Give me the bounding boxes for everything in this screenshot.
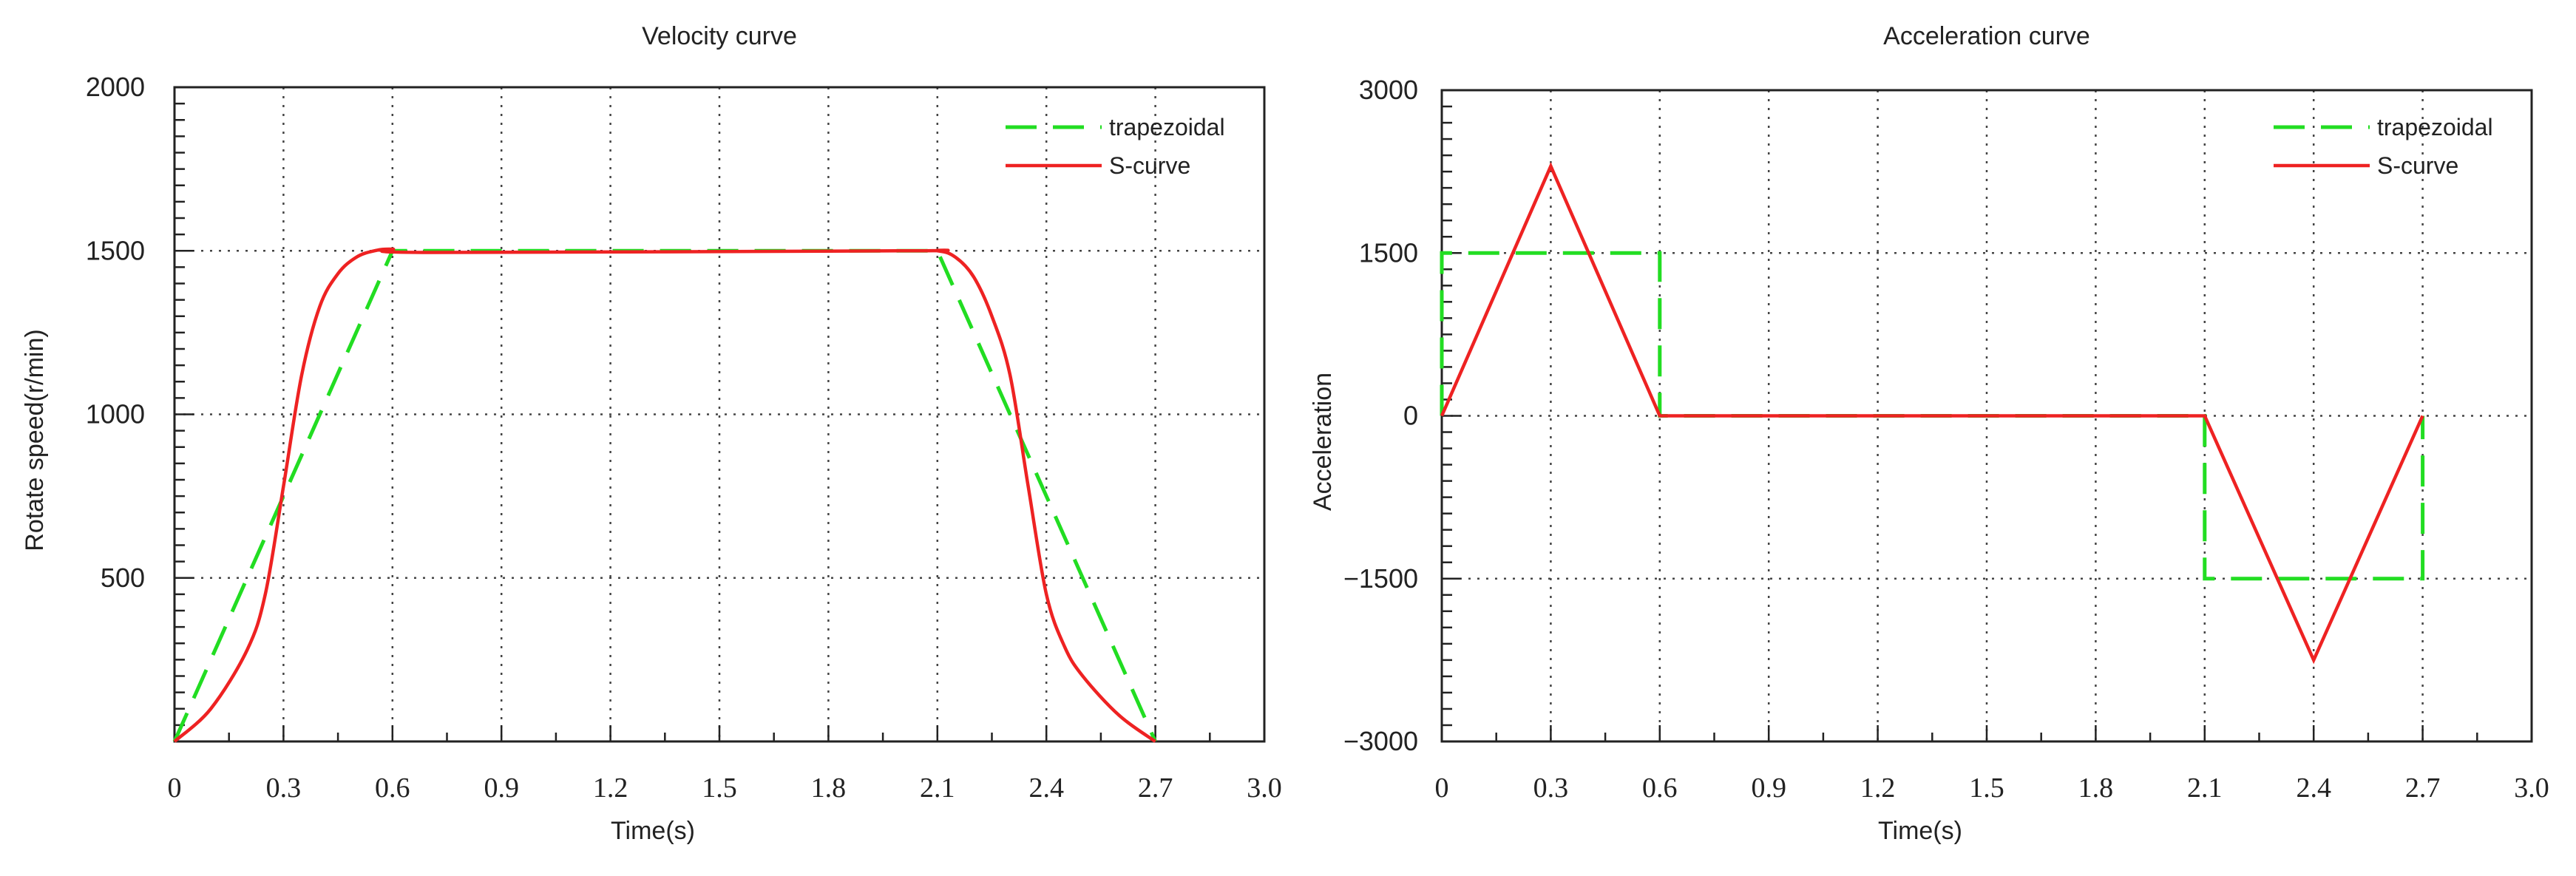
x-axis-label: Time(s) <box>611 817 695 845</box>
x-tick-label: 1.2 <box>593 773 628 804</box>
plot-frame <box>173 86 1266 743</box>
legend-label: trapezoidal <box>1109 114 1225 140</box>
x-tick-label: 2.1 <box>2187 773 2223 804</box>
x-tick-label: 0.3 <box>266 773 302 804</box>
x-tick-label: 2.7 <box>1138 773 1173 804</box>
acceleration-chart: Acceleration curve 0 0.3 0.6 0.9 1.2 1.5 1.8 2.1… <box>1309 22 2549 845</box>
y-tick-label: 1000 <box>86 399 145 429</box>
x-tick-label: 0.6 <box>1642 773 1678 804</box>
legend-label: S-curve <box>1109 152 1190 179</box>
y-tick-label: 3000 <box>1359 75 1418 105</box>
x-tick-label: 0.6 <box>375 773 410 804</box>
y-axis-label: Rotate speed(r/min) <box>21 329 49 551</box>
y-tick-label: 0 <box>1403 401 1418 431</box>
y-axis-label: Acceleration <box>1309 373 1337 511</box>
x-tick-label: 1.2 <box>1860 773 1896 804</box>
chart-title: Velocity curve <box>642 22 797 50</box>
x-tick-label: 2.4 <box>2296 773 2331 804</box>
series-line-trapezoidal <box>172 248 1157 743</box>
y-tick-label: 1500 <box>1359 237 1418 268</box>
x-tick-label: 2.4 <box>1028 773 1064 804</box>
x-tick-label: 1.8 <box>811 773 847 804</box>
x-tick-label: 0 <box>168 773 182 804</box>
y-tick-label: −3000 <box>1343 726 1418 756</box>
x-axis-label: Time(s) <box>1878 817 1962 845</box>
series-line-s-curve <box>1440 162 2424 665</box>
series-line-s-curve <box>173 247 1156 743</box>
chart-title: Acceleration curve <box>1883 22 2090 50</box>
x-tick-label: 3.0 <box>1247 773 1282 804</box>
y-tick-label: 500 <box>101 563 145 593</box>
y-tick-label: 1500 <box>86 235 145 265</box>
x-tick-label: 0.9 <box>1751 773 1786 804</box>
x-tick-label: 0.9 <box>484 773 519 804</box>
legend-label: S-curve <box>2377 152 2458 179</box>
x-tick-label: 0.3 <box>1533 773 1569 804</box>
x-tick-label: 1.8 <box>2078 773 2114 804</box>
x-tick-label: 2.1 <box>920 773 955 804</box>
x-tick-label: 2.7 <box>2405 773 2441 804</box>
y-tick-label: 2000 <box>86 72 145 102</box>
y-tick-label: −1500 <box>1343 563 1418 594</box>
x-tick-label: 1.5 <box>702 773 737 804</box>
x-tick-label: 3.0 <box>2514 773 2549 804</box>
legend-label: trapezoidal <box>2377 114 2493 140</box>
x-tick-label: 1.5 <box>1969 773 2004 804</box>
x-tick-label: 0 <box>1435 773 1449 804</box>
velocity-chart: Velocity curve 0 0.3 0.6 0.9 1.2 1.5 1.8 2.1 2.4 2… <box>21 22 1282 845</box>
